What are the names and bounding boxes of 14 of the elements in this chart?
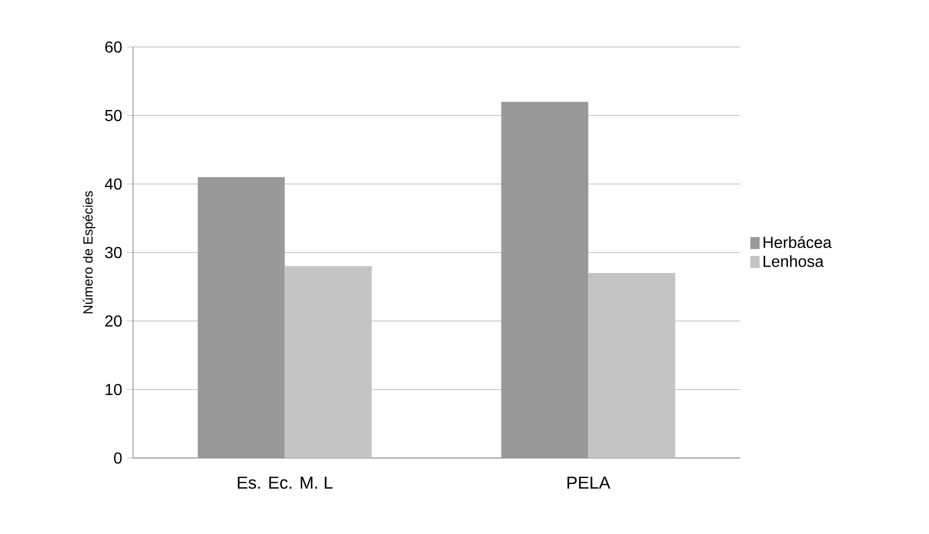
y-tick-label: 60 — [105, 41, 122, 53]
y-tick-label: 30 — [105, 246, 122, 258]
bar — [284, 266, 372, 458]
legend-label: Lenhosa — [764, 255, 824, 267]
y-tick-label: 0 — [114, 452, 122, 464]
y-axis-title: Número de Espécies — [82, 191, 96, 314]
bar — [588, 273, 676, 458]
y-tick-label: 20 — [105, 315, 122, 327]
y-tick-label: 10 — [106, 384, 122, 396]
legend-label: Herbácea — [764, 236, 832, 248]
x-tick-label: Es. Ec. M. L — [238, 476, 333, 489]
y-tick-label: 50 — [105, 110, 122, 122]
x-tick-label: PELA — [568, 476, 610, 489]
y-tick-label: 40 — [104, 178, 122, 190]
